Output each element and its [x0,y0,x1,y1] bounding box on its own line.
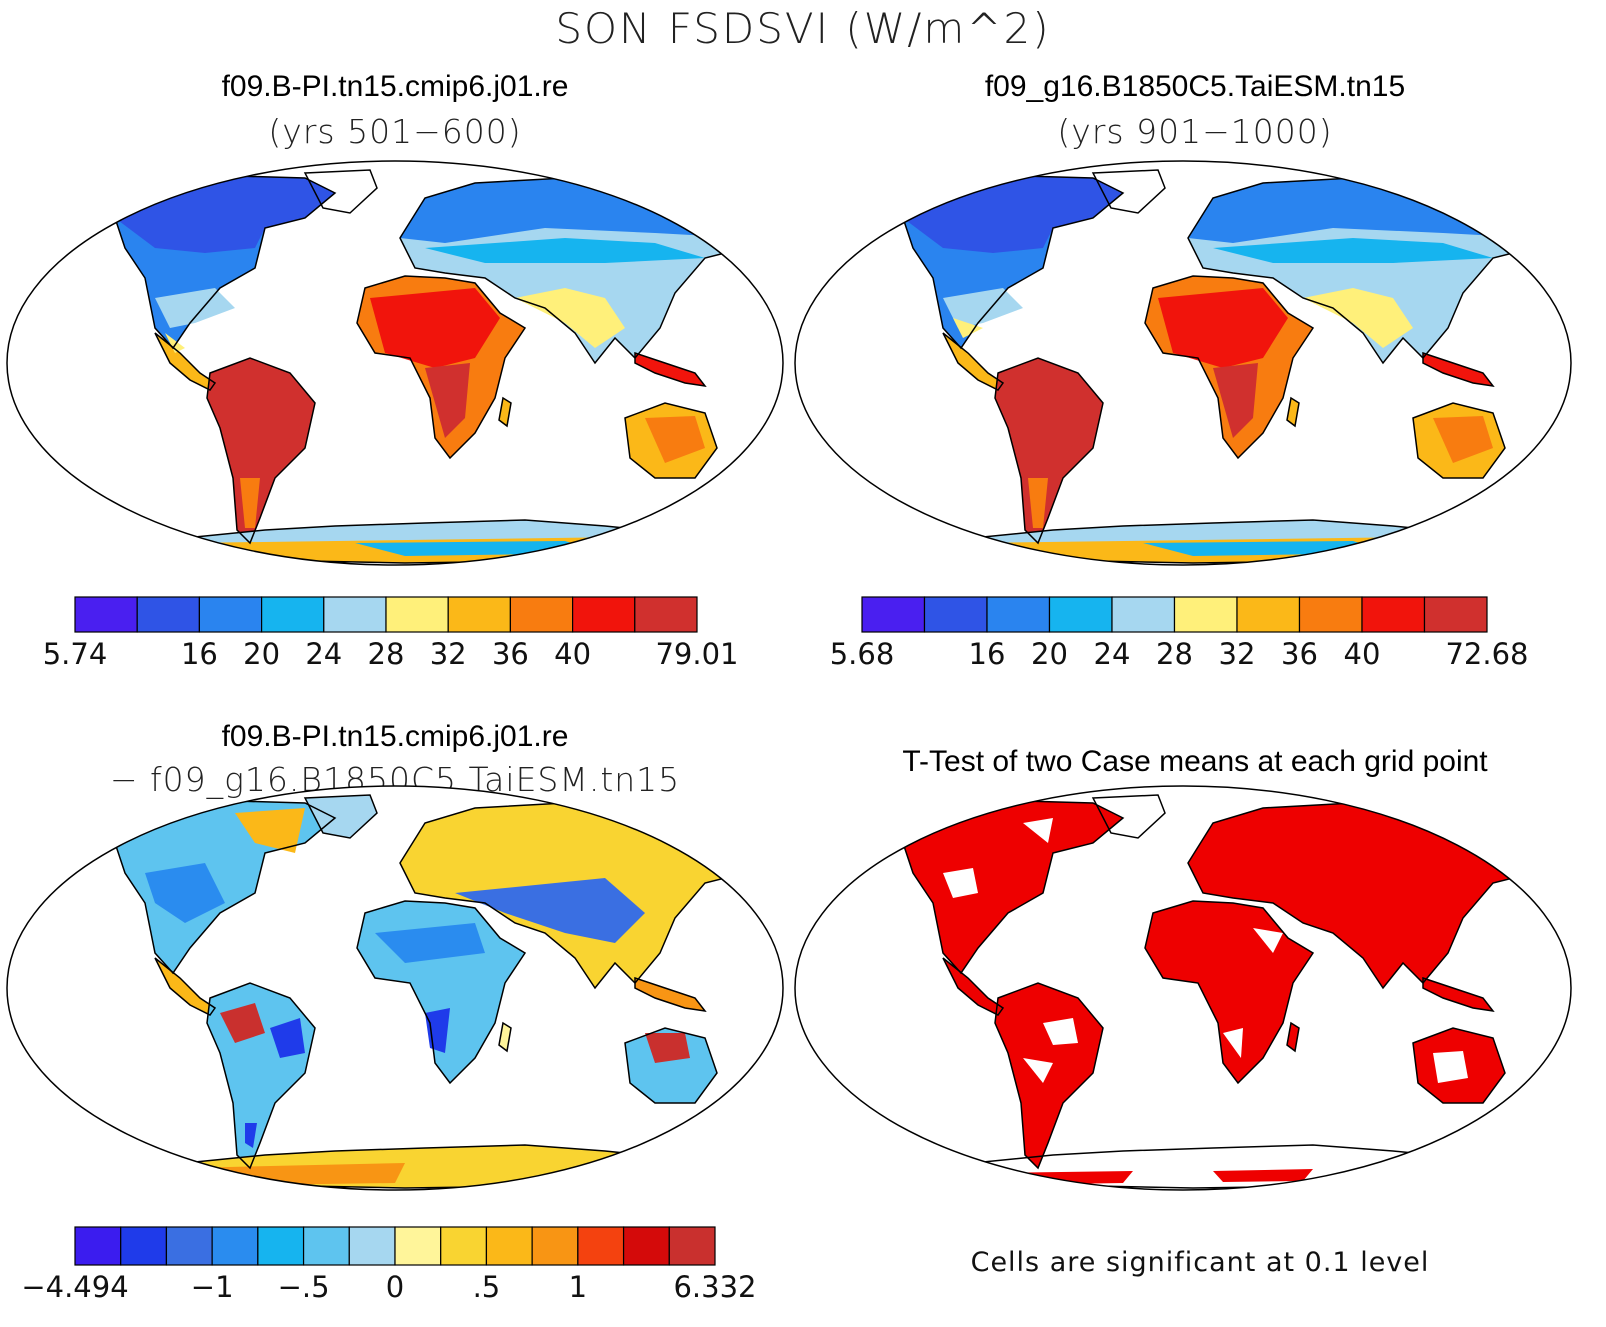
figure-title: SON FSDSVI (W/m^2) [555,4,1051,53]
map-panel-1 [6,160,784,566]
colorbar-swatch [485,1226,533,1266]
colorbar-label: 36 [492,637,529,671]
colorbar-swatch [348,1226,396,1266]
colorbar-label: −.5 [278,1270,330,1304]
panel-1-subtitle: (yrs 501−600) [268,112,522,151]
colorbar-label: 1 [569,1270,587,1304]
map-panel-4 [794,785,1572,1191]
significance-note: Cells are significant at 0.1 level [970,1247,1430,1278]
colorbar-swatch [509,596,574,633]
colorbar-label: 24 [305,637,342,671]
colorbar-label: 32 [430,637,467,671]
map-panel-2 [794,160,1572,566]
colorbar-label: 0 [386,1270,404,1304]
panel-3-title: f09.B-PI.tn15.cmip6.j01.re [221,720,569,753]
colorbar-label: 36 [1281,637,1318,671]
colorbar-swatch [440,1226,488,1266]
colorbar-label: 5.74 [43,637,108,671]
colorbar-swatch [447,596,512,633]
colorbar-label: −1 [191,1270,234,1304]
colorbar-swatch [634,596,698,633]
colorbar-label: −4.494 [21,1270,128,1304]
colorbar-label: 32 [1219,637,1256,671]
colorbar-swatch [1423,596,1488,633]
colorbar-swatch [385,596,449,633]
colorbar-label: 72.68 [1445,637,1528,671]
colorbar-label: 5.68 [830,637,895,671]
colorbar-label: 40 [554,637,591,671]
colorbar-swatch [1236,596,1301,633]
colorbar-label: 16 [969,637,1006,671]
colorbar-label: 16 [181,637,218,671]
colorbar-swatch [165,1226,213,1266]
panel-2-title: f09_g16.B1850C5.TaiESM.tn15 [984,70,1406,103]
colorbar-swatch [861,596,926,633]
colorbar-swatch [74,596,138,633]
colorbar-label: 20 [243,637,280,671]
colorbar-label: .5 [473,1270,501,1304]
colorbar-swatch [120,1226,168,1266]
colorbar-swatch [1361,596,1426,633]
colorbar-swatch [577,1226,625,1266]
colorbar-swatch [531,1226,579,1266]
colorbar-swatch [622,1226,670,1266]
colorbar-swatch [1111,596,1176,633]
colorbar-swatch [668,1226,716,1266]
colorbar-label: 28 [368,637,405,671]
colorbar-swatch [257,1226,305,1266]
colorbar-swatch [1298,596,1363,633]
colorbar-swatch [302,1226,350,1266]
panel-4-title: T-Test of two Case means at each grid po… [902,745,1488,778]
panel-2-subtitle: (yrs 901−1000) [1057,112,1333,151]
colorbar-label: 6.332 [673,1270,756,1304]
colorbar-swatch [986,596,1051,633]
colorbar-label: 79.01 [655,637,738,671]
colorbar-swatch [74,1226,122,1266]
colorbar-swatch [261,596,325,633]
colorbar-swatch [394,1226,442,1266]
colorbar-label: 28 [1156,637,1193,671]
colorbar-panel-3: −4.494 −1 −.5 0 .5 1 6.332 [21,1226,757,1304]
colorbar-label: 20 [1031,637,1068,671]
colorbar-swatch [1173,596,1238,633]
panel-1-title: f09.B-PI.tn15.cmip6.j01.re [221,70,569,103]
map-panel-3 [6,785,784,1191]
colorbar-swatch [323,596,387,633]
colorbar-panel-1: 5.74 16 20 24 28 32 36 40 79.01 [43,596,739,671]
colorbar-label: 40 [1344,637,1381,671]
colorbar-swatch [136,596,200,633]
colorbar-swatch [923,596,988,633]
colorbar-swatch [571,596,636,633]
colorbar-swatch [1048,596,1113,633]
colorbar-swatch [211,1226,259,1266]
colorbar-panel-2: 5.68 16 20 24 28 32 36 40 72.68 [830,596,1529,671]
colorbar-swatch [198,596,263,633]
colorbar-label: 24 [1094,637,1131,671]
